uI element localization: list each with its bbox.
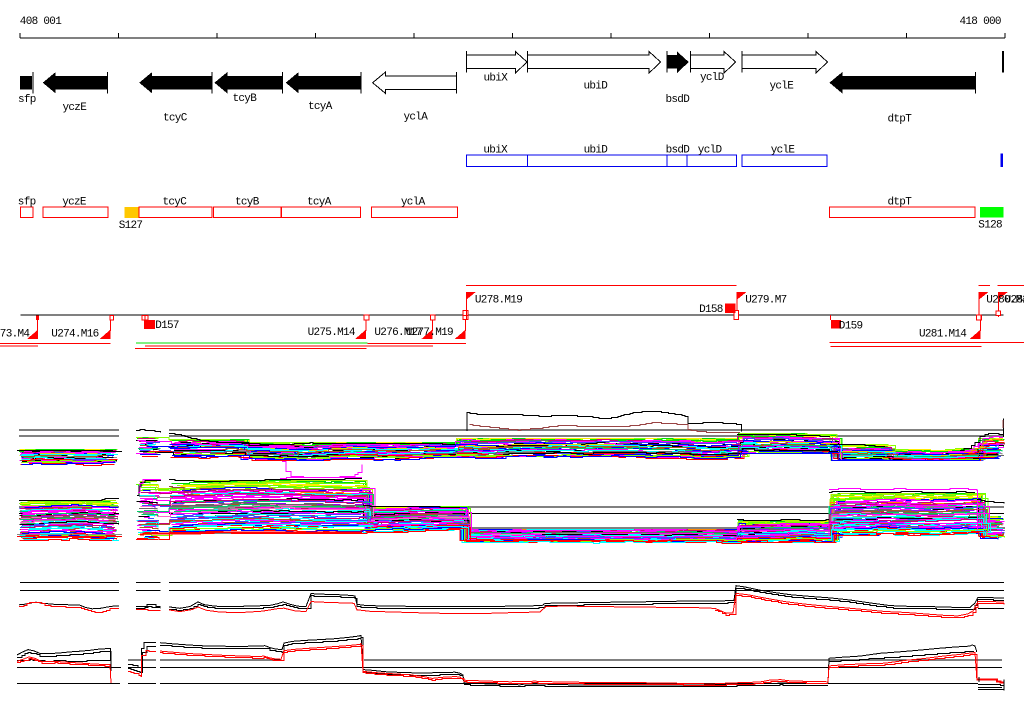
- svg-text:D157: D157: [155, 320, 179, 332]
- svg-text:yclD: yclD: [700, 72, 725, 84]
- svg-text:U273.M4: U273.M4: [0, 328, 30, 340]
- svg-text:ubiD: ubiD: [584, 145, 609, 157]
- svg-text:ubiD: ubiD: [584, 81, 609, 93]
- svg-text:U282.M8: U282.M8: [1005, 295, 1024, 307]
- svg-text:U275.M14: U275.M14: [308, 327, 356, 339]
- svg-text:U274.M16: U274.M16: [51, 328, 98, 340]
- svg-text:sfp: sfp: [18, 94, 36, 106]
- svg-text:dtpT: dtpT: [888, 114, 913, 126]
- svg-text:bsdD: bsdD: [666, 94, 691, 106]
- svg-text:sfp: sfp: [18, 197, 36, 209]
- svg-text:yclA: yclA: [401, 197, 426, 209]
- svg-text:dtpT: dtpT: [888, 197, 913, 209]
- svg-text:yczE: yczE: [62, 197, 87, 209]
- svg-text:tcyC: tcyC: [163, 113, 188, 125]
- svg-text:U281.M14: U281.M14: [919, 328, 967, 340]
- svg-text:U276.M17: U276.M17: [374, 327, 421, 339]
- svg-text:U279.M7: U279.M7: [745, 295, 786, 307]
- svg-text:yclE: yclE: [770, 81, 795, 93]
- svg-text:D158: D158: [699, 304, 723, 316]
- svg-text:yclE: yclE: [771, 145, 796, 157]
- svg-text:S128: S128: [978, 220, 1002, 232]
- svg-text:bsdD: bsdD: [666, 145, 691, 157]
- svg-text:U277.M19: U277.M19: [406, 327, 453, 339]
- svg-text:tcyB: tcyB: [233, 93, 258, 105]
- svg-text:418 000: 418 000: [960, 16, 1001, 28]
- svg-text:yclD: yclD: [698, 145, 723, 157]
- svg-text:tcyA: tcyA: [307, 197, 332, 209]
- svg-text:tcyC: tcyC: [163, 197, 188, 209]
- svg-text:U278.M19: U278.M19: [475, 295, 522, 307]
- svg-text:S127: S127: [119, 220, 143, 232]
- svg-text:ubiX: ubiX: [484, 73, 509, 85]
- svg-text:408 001: 408 001: [20, 16, 62, 28]
- svg-text:yclA: yclA: [404, 112, 429, 124]
- svg-text:yczE: yczE: [63, 102, 88, 114]
- svg-text:tcyB: tcyB: [235, 197, 260, 209]
- svg-text:U280.M4: U280.M4: [986, 295, 1024, 307]
- svg-text:D159: D159: [839, 320, 863, 332]
- svg-text:tcyA: tcyA: [308, 101, 333, 113]
- svg-text:ubiX: ubiX: [483, 145, 508, 157]
